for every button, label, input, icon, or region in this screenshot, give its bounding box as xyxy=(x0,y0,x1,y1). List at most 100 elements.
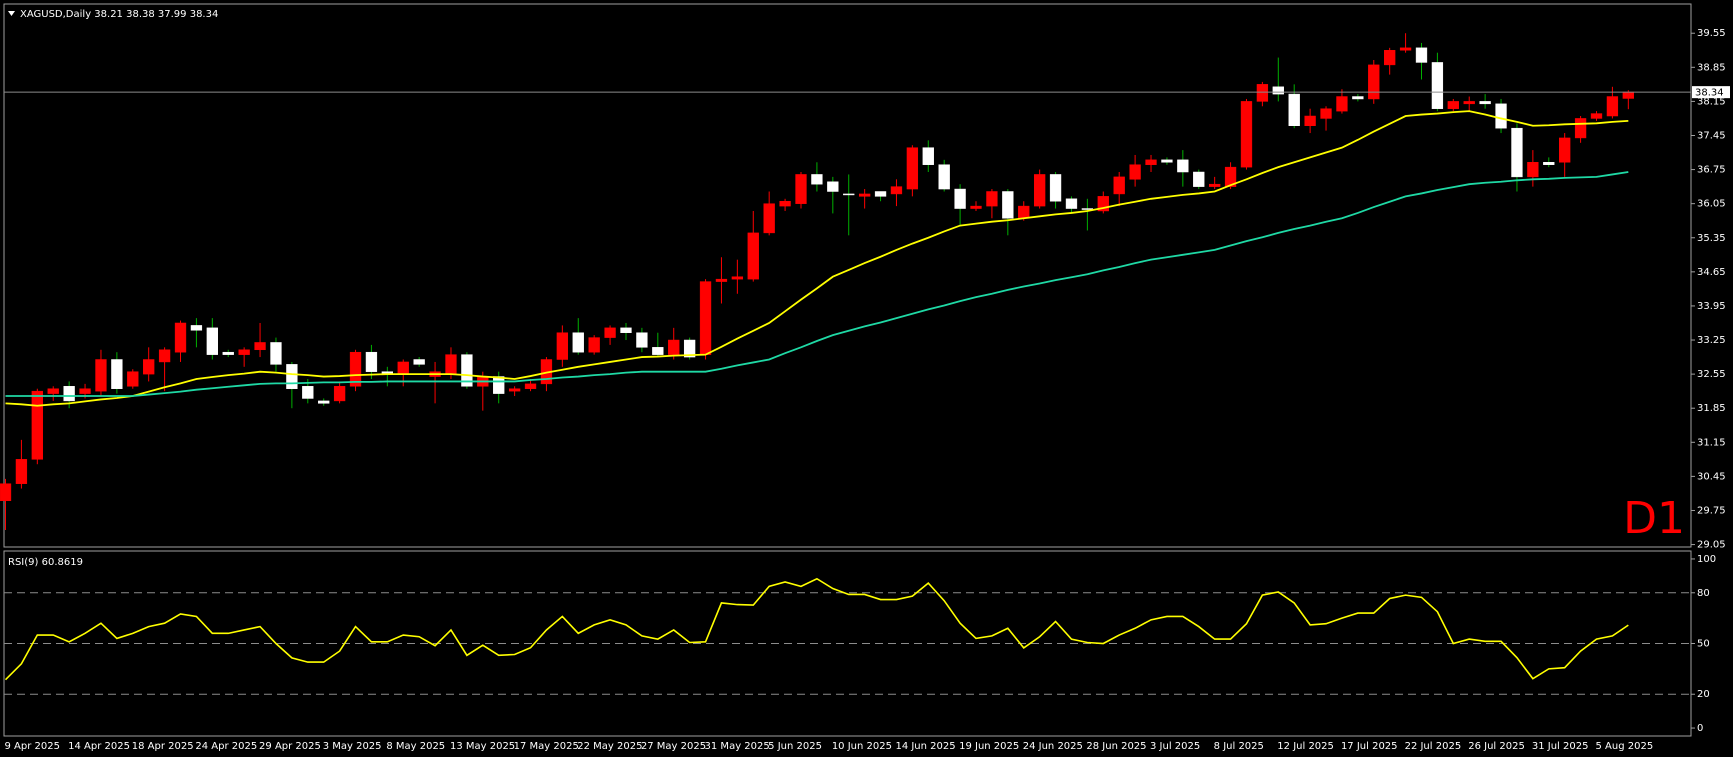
y-tick-label: 29.05 xyxy=(1697,540,1726,551)
candle-body xyxy=(508,388,521,392)
candle-body xyxy=(1543,162,1555,165)
y-tick-label: 35.35 xyxy=(1697,233,1726,244)
candle-body xyxy=(333,386,346,402)
x-tick-label: 13 May 2025 xyxy=(450,741,515,752)
candle-body xyxy=(1368,64,1380,100)
y-tick-label: 38.85 xyxy=(1697,62,1726,73)
candle-body xyxy=(699,281,712,355)
x-tick-label: 17 May 2025 xyxy=(514,741,579,752)
x-tick-label: 22 May 2025 xyxy=(577,741,642,752)
candle-body xyxy=(461,354,473,387)
candle-body xyxy=(302,386,314,399)
x-tick-label: 24 Apr 2025 xyxy=(195,741,257,752)
candle-body xyxy=(1002,191,1014,219)
candle-body xyxy=(349,351,362,387)
candle-body xyxy=(795,174,807,204)
y-tick-label: 36.75 xyxy=(1697,165,1726,176)
x-tick-label: 29 Apr 2025 xyxy=(259,741,321,752)
candle-body xyxy=(1129,164,1141,180)
candle-body xyxy=(1224,166,1237,187)
x-tick-label: 14 Apr 2025 xyxy=(68,741,130,752)
candle-body xyxy=(763,203,775,234)
title-arrow xyxy=(8,11,15,16)
candle-body xyxy=(1097,196,1109,212)
candle-body xyxy=(1320,108,1332,119)
candle-body xyxy=(1145,159,1157,165)
candle-body xyxy=(270,342,282,365)
candle-body xyxy=(779,200,791,207)
candle-body xyxy=(1495,103,1507,129)
x-tick-label: 27 May 2025 xyxy=(641,741,706,752)
y-tick-label: 31.85 xyxy=(1697,403,1726,414)
panel-frame xyxy=(3,3,1692,548)
candle-body xyxy=(1622,91,1634,99)
x-tick-label: 5 Jun 2025 xyxy=(768,741,822,752)
y-tick-label: 36.05 xyxy=(1697,199,1726,210)
candle-body xyxy=(668,339,680,355)
candle-body xyxy=(95,359,107,392)
candle-body xyxy=(556,332,569,360)
y-tick-label: 80 xyxy=(1697,588,1710,599)
candle-body xyxy=(174,322,187,353)
candle-body xyxy=(970,205,982,209)
x-tick-label: 3 Jul 2025 xyxy=(1150,741,1200,752)
candle-body xyxy=(715,278,728,282)
candle-body xyxy=(286,364,298,389)
x-tick-label: 10 Jun 2025 xyxy=(832,741,892,752)
candle-body xyxy=(1065,198,1078,209)
candle-body xyxy=(1049,174,1062,202)
candle-body xyxy=(1431,62,1444,109)
candle-body xyxy=(986,191,998,207)
candle-body xyxy=(1336,96,1348,112)
candle-body xyxy=(0,483,12,501)
y-tick-label: 32.55 xyxy=(1697,369,1726,380)
candle-body xyxy=(31,390,43,460)
candle-body xyxy=(1018,205,1030,219)
candle-body xyxy=(1288,93,1300,126)
rsi-line xyxy=(4,577,1629,681)
x-tick-label: 3 May 2025 xyxy=(323,741,382,752)
moving-average-line xyxy=(5,171,1629,397)
y-tick-label: 31.15 xyxy=(1697,437,1726,448)
candle-body xyxy=(1574,118,1587,139)
candle-body xyxy=(1447,101,1459,109)
candle-body xyxy=(1193,171,1205,187)
x-tick-label: 14 Jun 2025 xyxy=(895,741,955,752)
candle-body xyxy=(938,164,950,190)
x-tick-label: 17 Jul 2025 xyxy=(1341,741,1398,752)
indicator-title: RSI(9) 60.8619 xyxy=(8,557,83,568)
x-tick-label: 22 Jul 2025 xyxy=(1405,741,1462,752)
candle-body xyxy=(811,174,823,185)
y-tick-label: 50 xyxy=(1697,639,1710,650)
candle-body xyxy=(143,359,155,375)
candle-body xyxy=(1590,113,1603,119)
y-tick-label: 29.75 xyxy=(1697,505,1726,516)
candle-body xyxy=(1272,86,1284,95)
x-tick-label: 18 Apr 2025 xyxy=(132,741,194,752)
candle-body xyxy=(493,376,505,394)
candle-body xyxy=(1399,47,1412,51)
candle-body xyxy=(413,359,425,365)
candle-body xyxy=(636,332,648,348)
candle-body xyxy=(1527,162,1539,178)
x-tick-label: 19 Jun 2025 xyxy=(959,741,1019,752)
y-tick-label: 33.95 xyxy=(1697,301,1726,312)
candle-body xyxy=(1209,183,1221,187)
candle-body xyxy=(572,332,584,353)
candle-body xyxy=(1511,127,1523,178)
x-tick-label: 31 Jul 2025 xyxy=(1532,741,1589,752)
y-tick-label: 100 xyxy=(1697,554,1716,565)
candle-body xyxy=(127,371,139,387)
candle-body xyxy=(683,339,696,358)
timeframe-watermark: D1 xyxy=(1623,493,1685,544)
candle-body xyxy=(111,359,123,389)
candle-body xyxy=(1606,96,1619,117)
x-tick-label: 24 Jun 2025 xyxy=(1023,741,1083,752)
y-tick-label: 33.25 xyxy=(1697,335,1726,346)
candle-body xyxy=(620,327,632,333)
candle-body xyxy=(890,186,903,195)
candle-body xyxy=(731,276,744,280)
x-tick-label: 31 May 2025 xyxy=(705,741,770,752)
candle-body xyxy=(954,188,966,209)
